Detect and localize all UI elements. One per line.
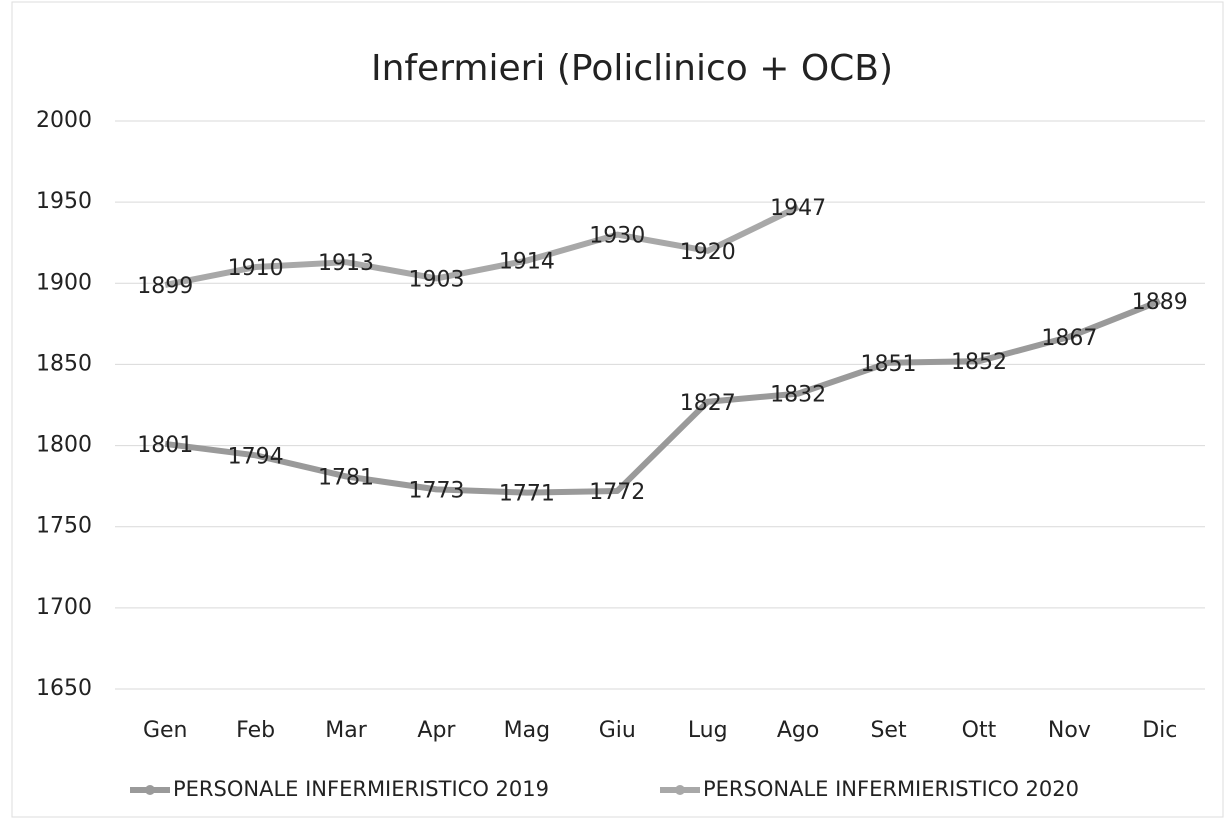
series-line (164, 298, 1161, 496)
data-label: 1889 (1132, 290, 1188, 315)
x-tick-label: Ago (777, 718, 819, 743)
data-label: 1910 (228, 256, 284, 281)
series-line (164, 204, 800, 288)
x-tick-label: Giu (599, 718, 636, 743)
legend-label: PERSONALE INFERMIERISTICO 2020 (703, 777, 1079, 801)
data-label: 1913 (318, 251, 374, 276)
y-tick-label: 1900 (36, 270, 92, 295)
legend-marker (675, 785, 685, 795)
y-tick-label: 1700 (36, 595, 92, 620)
x-tick-label: Mar (325, 718, 367, 743)
data-label: 1832 (770, 383, 826, 408)
legend-marker (145, 785, 155, 795)
x-tick-label: Nov (1048, 718, 1091, 743)
data-label: 1903 (408, 267, 464, 292)
data-label: 1827 (680, 391, 736, 416)
data-label: 1852 (951, 350, 1007, 375)
x-tick-label: Feb (236, 718, 275, 743)
y-tick-label: 1850 (36, 351, 92, 376)
data-label: 1794 (228, 444, 284, 469)
y-tick-label: 1750 (36, 514, 92, 539)
x-tick-label: Dic (1142, 718, 1177, 743)
data-label: 1867 (1041, 326, 1097, 351)
data-label: 1851 (861, 352, 917, 377)
y-tick-label: 1650 (36, 676, 92, 701)
data-label: 1773 (408, 478, 464, 503)
data-label: 1899 (137, 274, 193, 299)
x-tick-label: Mag (504, 718, 550, 743)
data-label: 1947 (770, 196, 826, 221)
y-tick-label: 1800 (36, 433, 92, 458)
x-tick-label: Lug (688, 718, 728, 743)
data-label: 1930 (589, 224, 645, 249)
data-label: 1772 (589, 480, 645, 505)
chart-title: Infermieri (Policlinico + OCB) (371, 48, 893, 89)
x-tick-label: Apr (417, 718, 456, 743)
data-label: 1801 (137, 433, 193, 458)
chart-border (11, 1, 1224, 818)
data-label: 1920 (680, 240, 736, 265)
x-tick-label: Ott (962, 718, 997, 743)
data-label: 1771 (499, 482, 555, 507)
data-label: 1781 (318, 465, 374, 490)
x-tick-label: Set (870, 718, 907, 743)
y-tick-label: 2000 (36, 108, 92, 133)
y-tick-label: 1950 (36, 189, 92, 214)
x-tick-label: Gen (143, 718, 188, 743)
legend-label: PERSONALE INFERMIERISTICO 2019 (173, 777, 549, 801)
data-label: 1914 (499, 250, 555, 275)
